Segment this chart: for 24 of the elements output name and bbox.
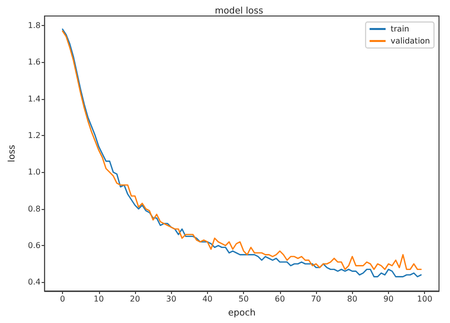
y-tick-label: 0.8 [28, 204, 41, 214]
y-tick-label: 0.4 [28, 278, 41, 287]
y-tick-label: 1.2 [28, 131, 41, 140]
x-tick-label: 100 [417, 294, 432, 304]
x-tick-label: 40 [202, 294, 212, 304]
y-tick-label: 1.0 [28, 168, 41, 177]
y-tick-label: 1.6 [28, 58, 41, 67]
x-tick-label: 0 [60, 294, 66, 304]
x-axis-title: epoch [228, 308, 256, 318]
x-tick-label: 70 [310, 294, 322, 304]
x-tick-label: 50 [238, 294, 249, 304]
x-tick-label: 90 [383, 294, 394, 304]
y-tick-label: 1.8 [28, 21, 41, 30]
chart-title: model loss [214, 6, 264, 16]
y-axis-title: loss [8, 144, 18, 162]
x-tick-label: 80 [347, 294, 358, 304]
x-tick-label: 60 [274, 294, 285, 304]
x-tick-label: 10 [94, 294, 104, 304]
y-tick-label: 1.4 [28, 94, 41, 104]
legend-label: train [390, 24, 410, 34]
x-tick-label: 20 [130, 294, 140, 304]
y-tick-label: 0.6 [28, 241, 41, 250]
x-tick-label: 30 [166, 294, 176, 304]
legend-label: validation [390, 36, 430, 46]
